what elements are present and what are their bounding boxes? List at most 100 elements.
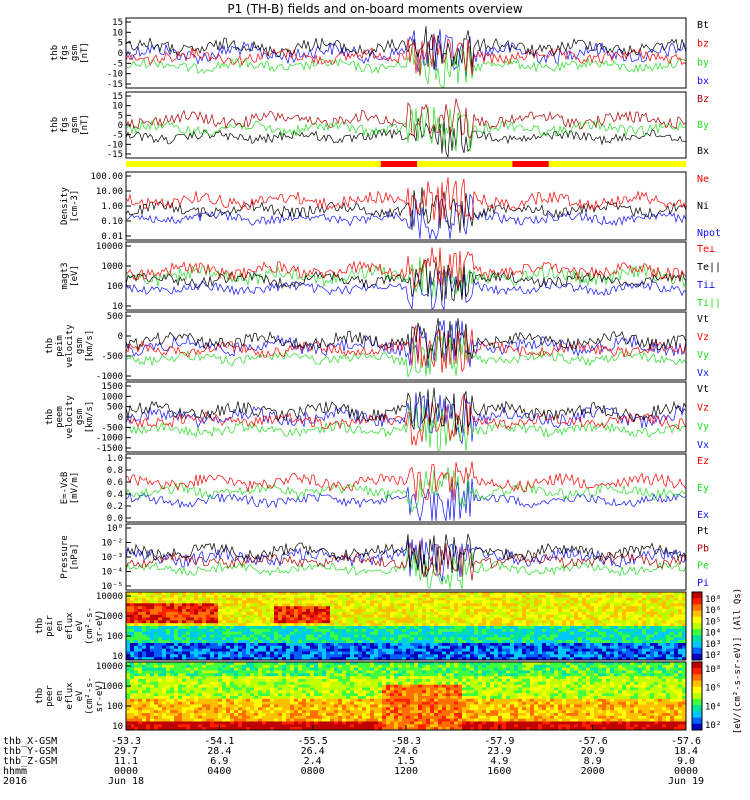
- heatmap-cell: [202, 609, 207, 613]
- heatmap-cell: [498, 626, 503, 630]
- heatmap-cell: [214, 701, 219, 705]
- heatmap-cell: [126, 628, 131, 633]
- heatmap-cell: [662, 637, 667, 641]
- heatmap-cell: [610, 648, 615, 652]
- heatmap-cell: [554, 631, 559, 635]
- heatmap-cell: [442, 623, 447, 627]
- heatmap-cell: [238, 592, 243, 596]
- heatmap-cell: [222, 645, 227, 650]
- heatmap-cell: [666, 600, 671, 604]
- heatmap-cell: [250, 713, 255, 717]
- heatmap-cell: [302, 614, 307, 618]
- heatmap-cell: [206, 687, 211, 691]
- heatmap-cell: [678, 620, 683, 624]
- heatmap-cell: [342, 597, 347, 601]
- heatmap-cell: [310, 715, 315, 720]
- y-axis-label: [km/s]: [85, 330, 95, 363]
- heatmap-cell: [358, 657, 363, 661]
- heatmap-cell: [350, 721, 355, 725]
- heatmap-cell: [146, 715, 151, 720]
- series-line-Pb: [125, 540, 687, 581]
- heatmap-cell: [450, 597, 455, 601]
- heatmap-cell: [266, 620, 271, 624]
- heatmap-cell: [222, 609, 227, 613]
- heatmap-cell: [250, 634, 255, 638]
- heatmap-cell: [314, 637, 319, 641]
- heatmap-cell: [194, 670, 199, 674]
- heatmap-cell: [366, 628, 371, 633]
- heatmap-cell: [194, 690, 199, 694]
- heatmap-cell: [238, 690, 243, 694]
- heatmap-cell: [350, 696, 355, 700]
- heatmap-cell: [450, 645, 455, 650]
- heatmap-cell: [310, 651, 315, 655]
- heatmap-cell: [506, 620, 511, 624]
- heatmap-cell: [522, 609, 527, 613]
- heatmap-cell: [130, 713, 135, 717]
- heatmap-cell: [286, 710, 291, 714]
- heatmap-cell: [390, 611, 395, 616]
- heatmap-cell: [326, 643, 331, 647]
- heatmap-cell: [254, 609, 259, 613]
- heatmap-cell: [274, 594, 279, 599]
- heatmap-cell: [578, 651, 583, 655]
- heatmap-cell: [202, 614, 207, 618]
- heatmap-cell: [142, 718, 147, 722]
- heatmap-cell: [606, 606, 611, 610]
- heatmap-cell: [234, 643, 239, 647]
- heatmap-cell: [150, 724, 155, 728]
- heatmap-cell: [266, 611, 271, 616]
- heatmap-cell: [138, 617, 143, 621]
- heatmap-cell: [526, 609, 531, 613]
- heatmap-cell: [562, 611, 567, 616]
- heatmap-cell: [414, 600, 419, 604]
- heatmap-cell: [310, 662, 315, 666]
- heatmap-cell: [506, 643, 511, 647]
- heatmap-cell: [278, 676, 283, 680]
- heatmap-cell: [322, 727, 327, 731]
- heatmap-cell: [154, 727, 159, 731]
- heatmap-cell: [262, 648, 267, 652]
- heatmap-cell: [302, 623, 307, 627]
- heatmap-cell: [130, 609, 135, 613]
- heatmap-cell: [194, 645, 199, 650]
- heatmap-cell: [134, 640, 139, 644]
- heatmap-cell: [342, 676, 347, 680]
- heatmap-cell: [546, 637, 551, 641]
- heatmap-cell: [146, 684, 151, 688]
- heatmap-cell: [310, 670, 315, 674]
- heatmap-cell: [150, 640, 155, 644]
- heatmap-cell: [478, 606, 483, 610]
- heatmap-cell: [430, 648, 435, 652]
- heatmap-cell: [294, 631, 299, 635]
- heatmap-cell: [302, 721, 307, 725]
- heatmap-cell: [642, 654, 647, 658]
- heatmap-cell: [150, 670, 155, 674]
- heatmap-cell: [142, 676, 147, 680]
- heatmap-cell: [262, 698, 267, 703]
- heatmap-cell: [214, 670, 219, 674]
- heatmap-cell: [646, 592, 651, 596]
- heatmap-cell: [146, 620, 151, 624]
- heatmap-cell: [194, 643, 199, 647]
- heatmap-cell: [438, 597, 443, 601]
- heatmap-cell: [354, 679, 359, 683]
- heatmap-cell: [182, 611, 187, 616]
- heatmap-cell: [534, 628, 539, 633]
- heatmap-cell: [542, 631, 547, 635]
- heatmap-cell: [326, 687, 331, 691]
- heatmap-cell: [226, 617, 231, 621]
- heatmap-cell: [490, 609, 495, 613]
- heatmap-cell: [426, 640, 431, 644]
- heatmap-cell: [238, 603, 243, 607]
- heatmap-cell: [198, 710, 203, 714]
- heatmap-cell: [350, 614, 355, 618]
- heatmap-cell: [354, 614, 359, 618]
- heatmap-cell: [422, 637, 427, 641]
- heatmap-cell: [550, 628, 555, 633]
- heatmap-cell: [210, 727, 215, 731]
- heatmap-cell: [594, 614, 599, 618]
- heatmap-cell: [214, 637, 219, 641]
- heatmap-cell: [358, 684, 363, 688]
- heatmap-cell: [134, 667, 139, 671]
